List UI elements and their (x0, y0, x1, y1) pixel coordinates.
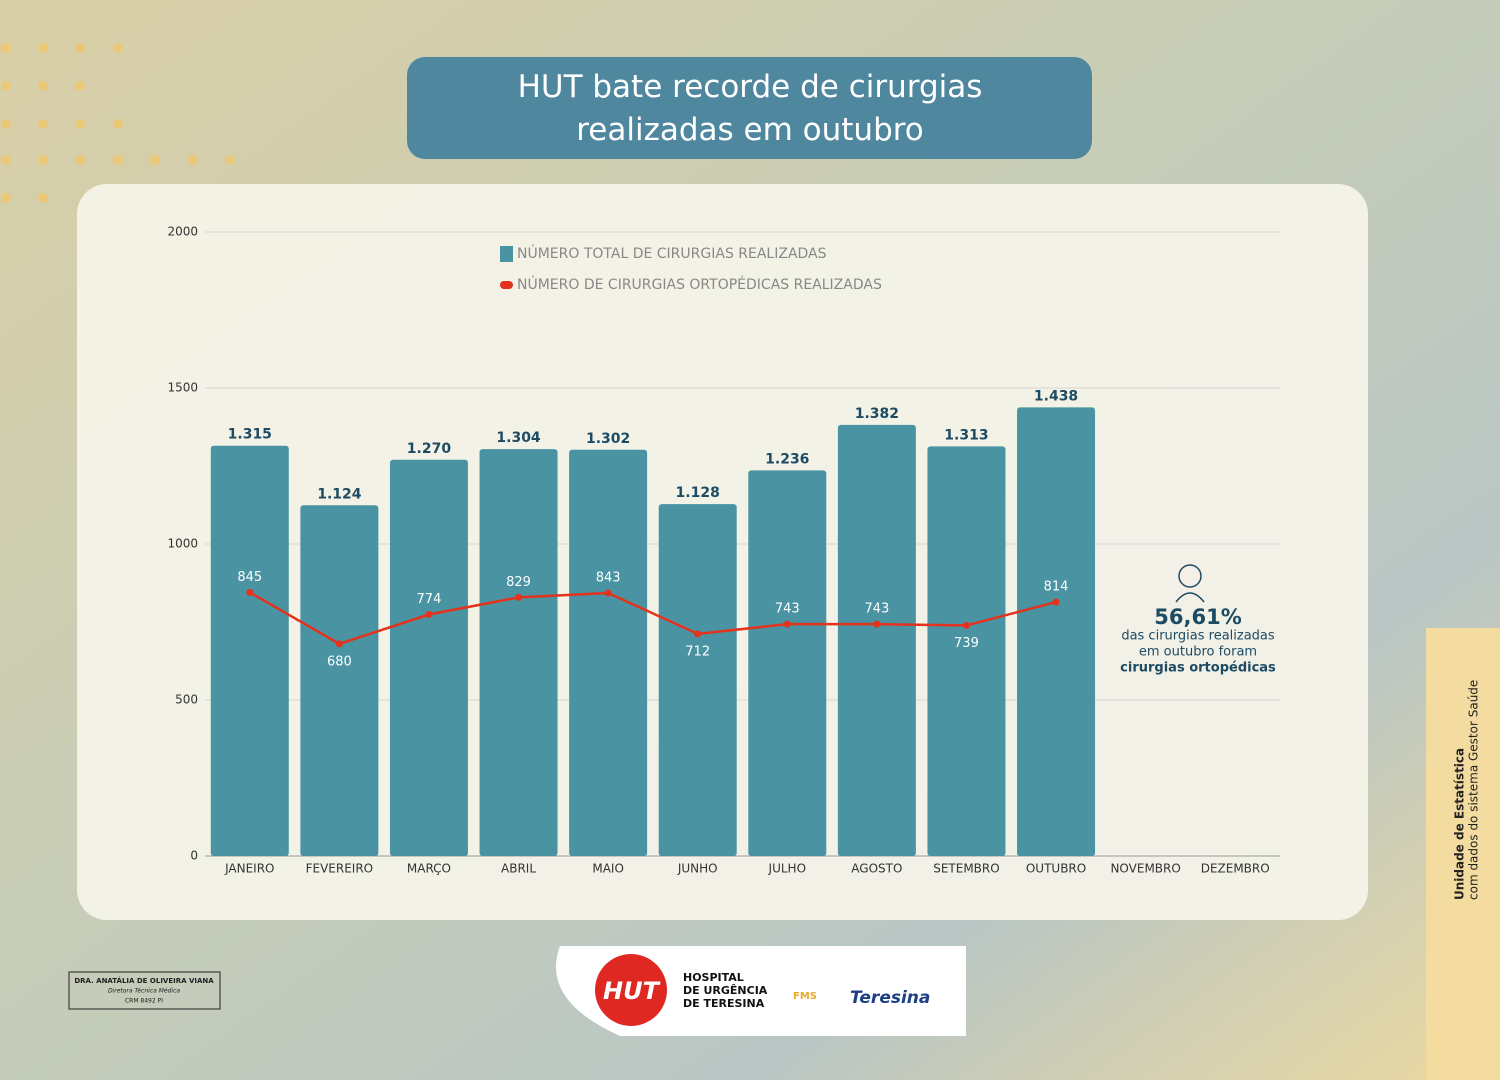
legend-swatch (500, 246, 513, 262)
line-value-label: 843 (596, 570, 621, 585)
hut-logo-text: HUT (603, 977, 661, 1005)
x-tick-label: NOVEMBRO (1110, 862, 1180, 876)
bar-value-label: 1.313 (944, 427, 988, 443)
signature-crm: CRM 8492 PI (125, 998, 163, 1005)
bar (1017, 407, 1096, 856)
bar-value-label: 1.304 (496, 430, 541, 446)
line-value-label: 845 (237, 570, 262, 585)
bar (837, 424, 916, 856)
x-tick-label: JUNHO (677, 862, 718, 876)
bar-value-label: 1.124 (317, 486, 362, 502)
bar (300, 505, 379, 856)
hospital-name: DE TERESINA (683, 997, 765, 1010)
icon (1175, 592, 1205, 603)
x-tick-label: MARÇO (407, 862, 451, 876)
icon (1178, 564, 1202, 588)
title-wrap: HUT bate recorde de cirurgias realizadas… (517, 69, 983, 148)
chart-title: HUT bate recorde de cirurgias realizadas… (517, 69, 983, 148)
title-box (407, 57, 1092, 159)
line-point (515, 593, 523, 601)
side-note: com dados do sistema Gestor Saúde (1467, 680, 1481, 900)
annotation-line: das cirurgias realizadas (1121, 629, 1275, 644)
x-tick-label: DEZEMBRO (1201, 862, 1270, 876)
x-tick-label: JULHO (768, 862, 806, 876)
bar (210, 445, 289, 856)
annotation-line: em outubro foram (1139, 645, 1257, 660)
line-point (335, 640, 343, 648)
city-logo: Teresina (850, 988, 930, 1008)
line-point (604, 589, 612, 597)
line-value-label: 829 (506, 575, 531, 590)
bar-value-label: 1.270 (407, 441, 452, 457)
line-value-label: 680 (327, 654, 352, 669)
bar-value-label: 1.302 (586, 431, 630, 447)
annotation-line: cirurgias ortopédicas (1120, 661, 1276, 676)
y-tick-label: 0 (190, 849, 198, 863)
line-value-label: 743 (775, 602, 800, 617)
bar-value-label: 1.128 (676, 485, 720, 501)
x-tick-label: MAIO (592, 862, 624, 876)
x-tick-label: FEVEREIRO (306, 862, 374, 876)
x-tick-label: SETEMBRO (933, 862, 999, 876)
bar (658, 504, 737, 856)
y-tick-label: 1500 (167, 381, 198, 395)
bar-value-label: 1.315 (228, 427, 272, 443)
line (249, 591, 1057, 646)
x-tick-label: AGOSTO (851, 862, 902, 876)
line-point (694, 630, 702, 638)
legend-swatch (500, 281, 513, 289)
legend-label: NÚMERO TOTAL DE CIRURGIAS REALIZADAS (517, 244, 827, 262)
line-point (246, 588, 254, 596)
fms-logo: FMS (793, 991, 817, 1002)
line-value-label: 774 (417, 592, 442, 607)
legend-label: NÚMERO DE CIRURGIAS ORTOPÉDICAS REALIZAD… (517, 275, 882, 293)
x-tick-label: ABRIL (501, 862, 536, 876)
bar-value-label: 1.438 (1034, 388, 1078, 404)
decor-dots (1, 43, 235, 203)
y-tick-label: 1000 (167, 537, 198, 551)
line-point (962, 621, 970, 629)
line-point (1052, 598, 1060, 606)
signature-name: DRA. ANATÁLIA DE OLIVEIRA VIANA (74, 976, 214, 985)
x-tick-label: OUTUBRO (1026, 862, 1086, 876)
line-point (873, 620, 881, 628)
bar (389, 459, 468, 856)
line-value-label: 743 (864, 602, 889, 617)
signature-role: Diretora Técnica Médica (108, 988, 180, 995)
side-panel (1426, 628, 1500, 1080)
signature-box (68, 971, 221, 1010)
bar (927, 446, 1006, 856)
line-point (783, 620, 791, 628)
y-tick-label: 2000 (167, 225, 198, 239)
plot: 0 500 1000 1500 2000 JANEIRO FEVEREIRO MARÇO ABR… (167, 225, 1280, 876)
annotation: 56,61% das cirurgias realizadas em outub… (1120, 564, 1276, 676)
hut-logo (595, 954, 667, 1026)
y-tick-label: 500 (175, 693, 198, 707)
bar (569, 449, 648, 856)
bar (479, 449, 558, 856)
bar-value-label: 1.382 (855, 406, 899, 422)
side-note: Unidade de Estatística (1453, 748, 1467, 900)
line-value-label: 712 (685, 644, 710, 659)
x-tick-label: JANEIRO (224, 862, 274, 876)
hospital-name: DE URGÊNCIA (683, 984, 768, 997)
line-value-label: 739 (954, 636, 979, 651)
bar-value-label: 1.236 (765, 451, 809, 467)
bar (748, 470, 827, 856)
line-point (425, 611, 433, 619)
annotation-value: 56,61% (1154, 605, 1241, 629)
hospital-name: HOSPITAL (683, 971, 744, 984)
line-value-label: 814 (1044, 580, 1069, 595)
